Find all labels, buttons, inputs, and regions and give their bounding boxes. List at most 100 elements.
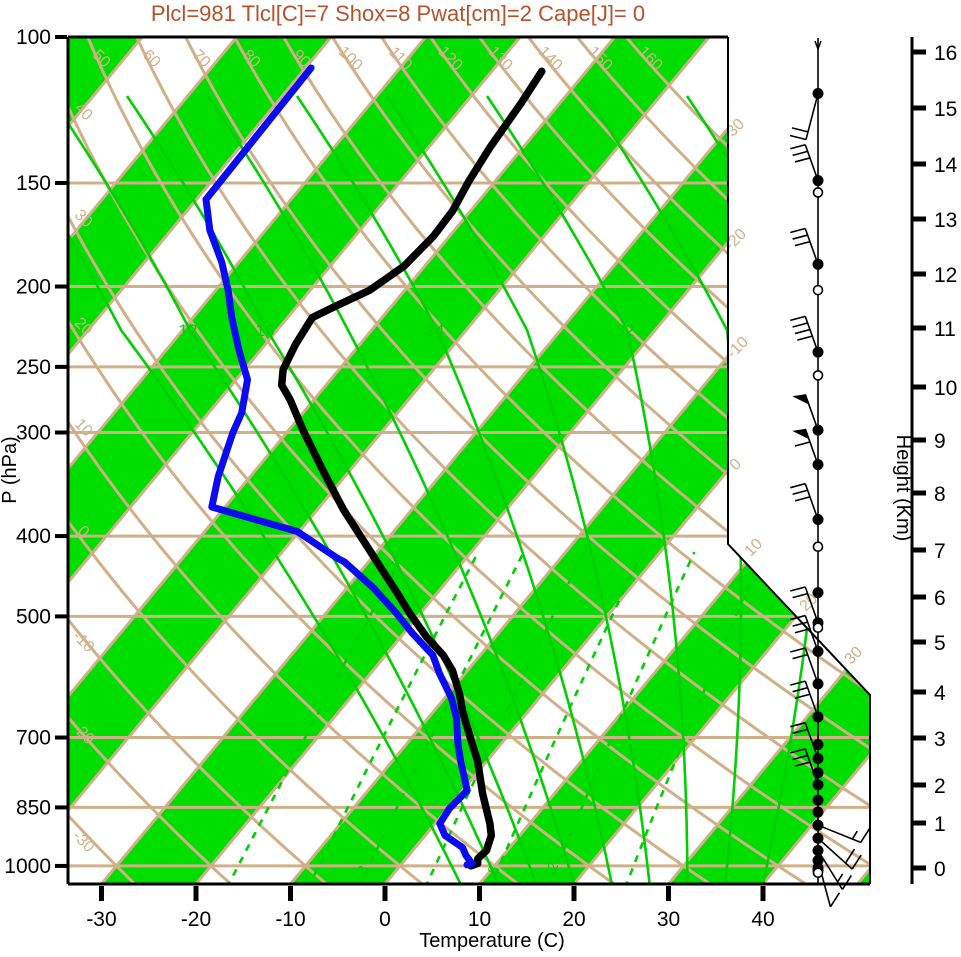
mixing-ratio-line	[488, 551, 644, 884]
isotherm-label: 0	[727, 456, 745, 474]
wind-barb-feather	[790, 680, 806, 686]
height-tick-label: 11	[934, 318, 956, 341]
wind-level-dot	[812, 678, 824, 690]
wind-barb-feather	[792, 150, 808, 157]
wind-level-dot	[812, 258, 824, 270]
wind-barb-shaft	[804, 144, 819, 181]
wind-level-dot	[812, 832, 824, 844]
wind-barb-feather	[841, 875, 853, 890]
wind-barb-pennant	[792, 394, 809, 405]
isotherm-line	[100, 37, 805, 884]
profile-trace-layer	[202, 64, 546, 870]
wind-barb-shaft	[817, 824, 861, 844]
height-axis-title: Height (Km)	[892, 435, 914, 542]
plot-boundary	[727, 37, 871, 884]
moist-adiabat-line	[485, 95, 689, 884]
temperature-tick-label: -10	[275, 908, 305, 931]
wind-barb-feather	[789, 134, 807, 141]
dry-adiabat-line	[68, 37, 720, 884]
isotherm-line	[68, 37, 522, 884]
wind-level-dot	[812, 739, 824, 751]
dry-adiabat-line	[132, 37, 870, 852]
pressure-tick-label: 100	[16, 26, 51, 49]
isotherm-line	[68, 37, 238, 884]
wind-barb-feather	[790, 586, 806, 592]
height-tick-label: 12	[934, 264, 957, 287]
wind-barb-feather	[859, 827, 871, 843]
height-tick-label: 1	[934, 813, 946, 836]
staff-top-fork-icon	[814, 40, 822, 52]
wind-level-dot	[812, 175, 824, 187]
wind-barb-feather	[790, 227, 806, 234]
wind-barb-feather	[829, 892, 841, 908]
mixing-ratio-line	[623, 551, 765, 884]
wind-level-open-circle	[812, 622, 824, 634]
height-tick-label: 2	[934, 775, 946, 798]
isotherm-label: 30	[842, 643, 867, 668]
wind-level-open-circle	[812, 541, 824, 553]
mixing-ratio-line	[357, 551, 525, 884]
wind-level-open-circle	[812, 284, 824, 296]
moist-adiabat-line	[206, 95, 576, 884]
temperature-tick-label: 20	[562, 908, 585, 931]
temperature-tick-label: 10	[468, 908, 491, 931]
wind-barb-feather	[792, 621, 808, 627]
moist-adiabat-line	[125, 95, 538, 884]
temperature-tick-label: 40	[751, 908, 774, 931]
wind-barb-shaft	[804, 483, 819, 520]
dry-adiabat-line	[68, 49, 624, 884]
isotherm-line	[68, 37, 616, 884]
height-tick-label: 7	[934, 540, 946, 563]
pressure-axis-title: P (hPa)	[0, 436, 21, 503]
isotherm-line	[68, 37, 711, 884]
moist-adiabat-label: 16	[256, 321, 275, 340]
pressure-tick-label: 300	[16, 422, 51, 445]
height-tick-label: 13	[934, 209, 957, 232]
wind-barb-shaft	[817, 837, 853, 870]
dry-adiabat-line	[68, 549, 239, 884]
dry-adiabat-line	[83, 37, 870, 884]
wind-barb-feather	[790, 647, 806, 653]
height-tick-label: 14	[934, 154, 958, 177]
wind-barb-feather	[790, 315, 806, 322]
pressure-tick-label: 700	[16, 727, 51, 750]
wind-level-dot	[812, 844, 824, 856]
mixing-ratio-line	[423, 551, 586, 884]
dry-adiabat-line	[68, 189, 528, 884]
temperature-tick-label: -30	[86, 908, 116, 931]
chart-title: Plcl=981 Tlcl[C]=7 Shox=8 Pwat[cm]=2 Cap…	[150, 1, 646, 26]
wind-level-dot	[812, 88, 824, 100]
isotherm-band	[101, 37, 870, 884]
isotherm-line	[68, 37, 427, 884]
wind-barb-feather	[792, 322, 808, 328]
isotherm-label: 10	[742, 535, 767, 560]
wind-barb-feather	[792, 728, 808, 735]
pressure-tick-label: 1000	[4, 855, 51, 878]
wind-level-dot	[812, 753, 824, 765]
dry-adiabat-line	[229, 37, 870, 752]
height-tick-label: 10	[934, 377, 957, 400]
temperature-tick-label: 0	[379, 908, 391, 931]
wind-barb-feather	[790, 614, 806, 621]
wind-level-dot	[812, 459, 824, 471]
temperature-trace	[277, 67, 546, 870]
wind-barb-feather	[792, 592, 808, 599]
dry-adiabat-line	[68, 449, 335, 884]
wind-level-dot	[812, 794, 824, 806]
wind-barb-feather	[790, 748, 806, 754]
wind-barb-pennant	[792, 428, 809, 440]
moist-adiabat-label: 24	[426, 321, 445, 340]
dry-adiabat-line	[180, 37, 870, 792]
wind-barb-feather	[794, 441, 811, 447]
moist-adiabat-label: 12	[179, 321, 198, 340]
pressure-tick-label: 400	[16, 525, 51, 548]
wind-barb-feather	[791, 127, 809, 133]
dry-adiabat-line	[68, 669, 142, 884]
wind-level-dot	[812, 806, 824, 818]
wind-level-dot	[812, 779, 824, 791]
moist-adiabat-line	[295, 95, 614, 884]
wind-level-dot	[812, 819, 824, 831]
wind-level-dot	[812, 587, 824, 599]
